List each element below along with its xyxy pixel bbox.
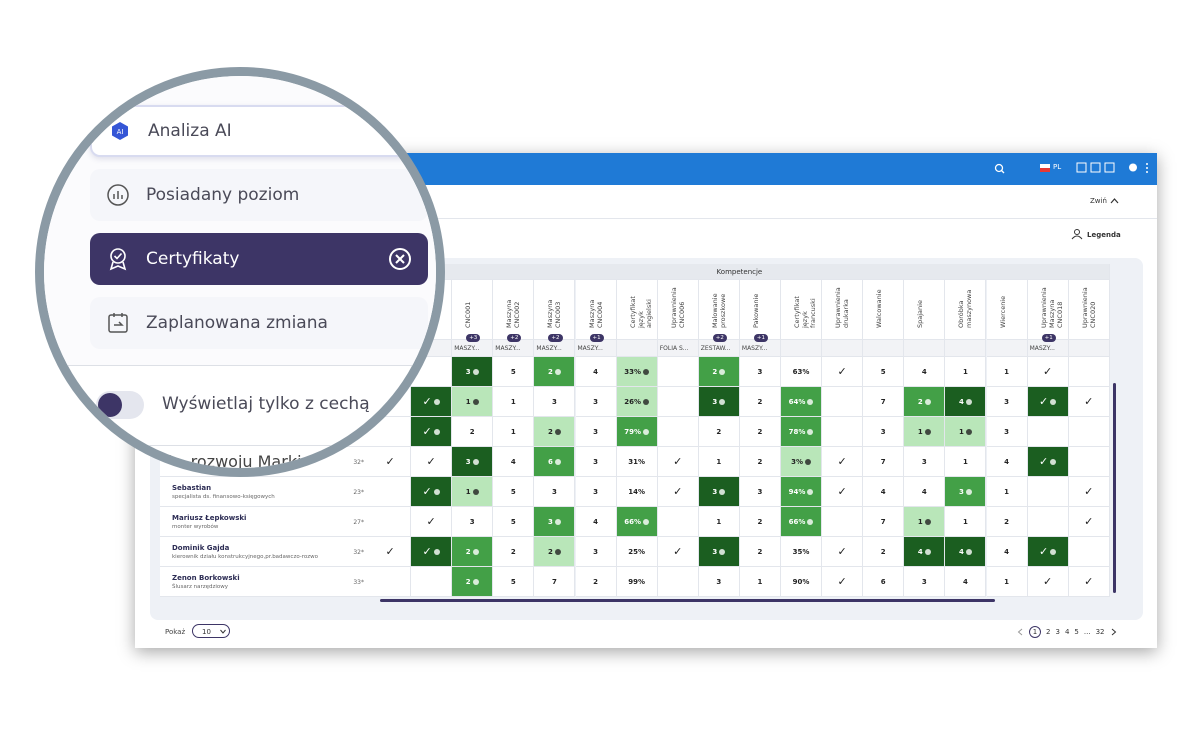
- clear-icon[interactable]: [388, 247, 412, 276]
- separator: [44, 365, 436, 366]
- page-size-label: Pokaż: [165, 628, 186, 636]
- page-size-select[interactable]: 10: [192, 624, 230, 638]
- page-link[interactable]: 2: [1046, 628, 1051, 636]
- collapse-caret: [1110, 198, 1119, 204]
- menu-label: Posiadany poziom: [146, 185, 300, 205]
- toolbar-row: Zwiń: [135, 185, 1157, 219]
- page-size: 10: [202, 628, 211, 636]
- menu-icon: AI: [106, 121, 134, 141]
- flag-icon: [1040, 164, 1050, 172]
- menu-item[interactable]: AI Analiza AI: [90, 105, 428, 157]
- page-link[interactable]: 4: [1064, 628, 1070, 636]
- pagination: 1 2 3 4 5... 32: [1029, 626, 1104, 638]
- menu-item[interactable]: Posiadany poziom: [90, 169, 428, 221]
- vertical-scrollbar[interactable]: [1113, 383, 1116, 593]
- prev-page[interactable]: [1017, 628, 1023, 636]
- menu-label: Zaplanowana zmiana: [146, 313, 328, 333]
- scrollbar[interactable]: [380, 599, 995, 602]
- menu-label: Certyfikaty: [146, 249, 240, 269]
- svg-text:AI: AI: [117, 128, 124, 136]
- menu-label: Analiza AI: [148, 121, 232, 141]
- separator: [44, 445, 436, 446]
- page-link[interactable]: 1: [1029, 626, 1041, 638]
- toolbar-icons[interactable]: [1075, 161, 1155, 175]
- language[interactable]: PL: [1053, 163, 1062, 171]
- toggle-knob: [98, 393, 122, 417]
- page-link[interactable]: 5: [1074, 628, 1079, 636]
- legend-icon: [1071, 229, 1083, 240]
- search-icon: [994, 163, 1005, 174]
- menu-icon: [104, 311, 132, 335]
- next-page[interactable]: [1111, 628, 1117, 636]
- page-link[interactable]: 3: [1055, 628, 1060, 636]
- toggle-label: Wyświetlaj tylko z cechą: [162, 394, 370, 414]
- page-link[interactable]: 32: [1095, 628, 1105, 636]
- employee-role-fragment: ds. rozwoju Marki: [162, 452, 302, 471]
- menu-item[interactable]: Zaplanowana zmiana: [90, 297, 428, 349]
- page-link[interactable]: ...: [1083, 628, 1091, 636]
- toggle[interactable]: [96, 391, 144, 419]
- legend-button[interactable]: Legenda: [1087, 231, 1121, 239]
- menu-icon: [104, 247, 132, 271]
- collapse-button[interactable]: Zwiń: [1090, 197, 1107, 205]
- menu-icon: [104, 183, 132, 207]
- menu-item[interactable]: Certyfikaty: [90, 233, 428, 285]
- select-caret: [220, 629, 226, 634]
- magnifier: AI Analiza AI Posiadany poziom Certyfikaty Z…: [35, 67, 445, 477]
